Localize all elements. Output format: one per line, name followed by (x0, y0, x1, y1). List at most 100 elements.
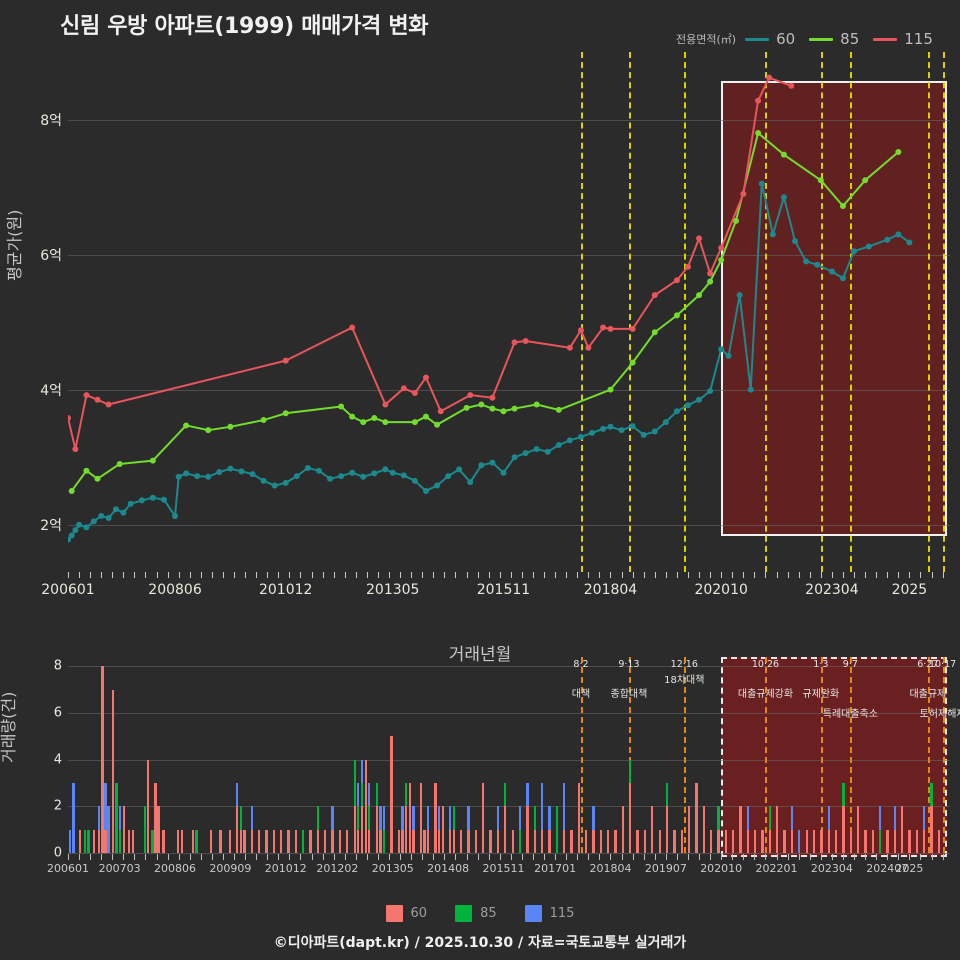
volume-bar[interactable] (235, 806, 239, 853)
volume-bar[interactable] (338, 829, 342, 853)
price-data-point[interactable] (338, 403, 345, 410)
volume-bar[interactable] (419, 783, 422, 853)
volume-bar[interactable] (599, 829, 602, 853)
price-data-point[interactable] (673, 312, 680, 319)
volume-bar[interactable] (467, 806, 470, 830)
volume-bar[interactable] (496, 829, 500, 853)
price-data-point[interactable] (382, 419, 389, 426)
price-data-point[interactable] (489, 459, 496, 466)
price-data-point[interactable] (865, 243, 872, 250)
volume-bar[interactable] (937, 829, 941, 853)
price-plot-area[interactable]: 2억 4억 6억 8억 200601 200806 201012 201305 201511 20… (40, 52, 950, 598)
price-data-point[interactable] (94, 475, 101, 482)
price-data-point[interactable] (585, 344, 592, 351)
volume-bar[interactable] (131, 829, 134, 853)
price-data-point[interactable] (522, 338, 529, 345)
price-data-point[interactable] (500, 469, 507, 476)
volume-bar[interactable] (382, 806, 386, 830)
volume-bar[interactable] (427, 806, 430, 830)
volume-bar[interactable] (460, 829, 463, 853)
volume-bar[interactable] (401, 806, 404, 830)
price-data-point[interactable] (577, 433, 584, 440)
volume-bar[interactable] (761, 829, 764, 853)
price-data-point[interactable] (839, 275, 846, 282)
volume-bar[interactable] (287, 829, 290, 853)
price-data-point[interactable] (511, 339, 518, 346)
price-data-point[interactable] (422, 374, 429, 381)
volume-bar[interactable] (357, 806, 360, 830)
volume-bar[interactable] (482, 783, 485, 853)
price-data-point[interactable] (522, 450, 529, 457)
price-data-point[interactable] (349, 469, 356, 476)
volume-bar[interactable] (438, 806, 441, 830)
price-data-point[interactable] (238, 468, 245, 475)
volume-bar[interactable] (191, 829, 195, 853)
price-data-point[interactable] (607, 325, 614, 332)
price-data-point[interactable] (673, 408, 680, 415)
volume-bar[interactable] (151, 829, 154, 853)
volume-bar[interactable] (441, 806, 444, 853)
price-data-point[interactable] (718, 257, 725, 263)
volume-bar[interactable] (526, 806, 529, 853)
price-data-point[interactable] (696, 292, 703, 299)
volume-bar[interactable] (643, 829, 647, 853)
volume-bar[interactable] (592, 806, 595, 830)
volume-bar[interactable] (353, 806, 356, 853)
price-data-point[interactable] (116, 460, 123, 467)
volume-bar[interactable] (397, 829, 400, 853)
volume-bar[interactable] (871, 829, 874, 853)
volume-bar[interactable] (930, 806, 933, 853)
price-data-point[interactable] (72, 527, 79, 534)
price-data-point[interactable] (895, 148, 902, 155)
volume-bar[interactable] (614, 829, 617, 853)
volume-bar[interactable] (518, 806, 522, 830)
volume-bar[interactable] (452, 829, 455, 853)
price-data-point[interactable] (792, 238, 799, 245)
volume-bar[interactable] (467, 829, 470, 853)
volume-bar[interactable] (360, 783, 364, 807)
price-data-point[interactable] (83, 467, 90, 474)
price-data-point[interactable] (629, 359, 636, 366)
volume-bar[interactable] (709, 829, 713, 853)
volume-bar[interactable] (375, 806, 378, 853)
legend-bottom-item-115[interactable]: 115 (524, 905, 574, 922)
price-data-point[interactable] (651, 428, 658, 435)
volume-bar[interactable] (812, 829, 816, 853)
price-data-point[interactable] (533, 446, 540, 453)
price-data-point[interactable] (555, 406, 562, 413)
price-data-point[interactable] (766, 74, 773, 81)
volume-bar[interactable] (360, 806, 364, 853)
volume-bar[interactable] (412, 806, 415, 830)
volume-bar[interactable] (316, 829, 320, 853)
volume-bar[interactable] (162, 829, 165, 853)
volume-bar[interactable] (732, 829, 735, 853)
price-data-point[interactable] (68, 487, 75, 494)
volume-bar[interactable] (540, 783, 544, 830)
price-data-point[interactable] (434, 482, 441, 489)
volume-bar[interactable] (629, 759, 632, 783)
price-data-point[interactable] (684, 402, 691, 409)
volume-bar[interactable] (526, 783, 529, 807)
price-data-point[interactable] (607, 386, 614, 393)
volume-bar[interactable] (724, 829, 727, 853)
volume-bar[interactable] (438, 829, 441, 853)
price-data-point[interactable] (839, 202, 846, 209)
price-data-point[interactable] (260, 477, 267, 484)
price-data-point[interactable] (411, 390, 418, 397)
volume-bar[interactable] (798, 829, 801, 853)
price-data-point[interactable] (736, 292, 743, 299)
volume-bar[interactable] (673, 829, 676, 853)
volume-bar[interactable] (265, 829, 268, 853)
price-data-point[interactable] (684, 263, 691, 270)
price-data-point[interactable] (732, 217, 739, 224)
price-data-point[interactable] (467, 479, 474, 486)
price-data-point[interactable] (282, 479, 289, 486)
price-data-point[interactable] (437, 408, 444, 415)
price-data-point[interactable] (105, 401, 112, 408)
price-data-point[interactable] (227, 423, 234, 430)
volume-bar[interactable] (146, 759, 150, 853)
price-data-point[interactable] (68, 532, 75, 539)
volume-bar[interactable] (104, 783, 107, 830)
volume-bar[interactable] (790, 829, 794, 853)
price-data-point[interactable] (172, 512, 179, 519)
